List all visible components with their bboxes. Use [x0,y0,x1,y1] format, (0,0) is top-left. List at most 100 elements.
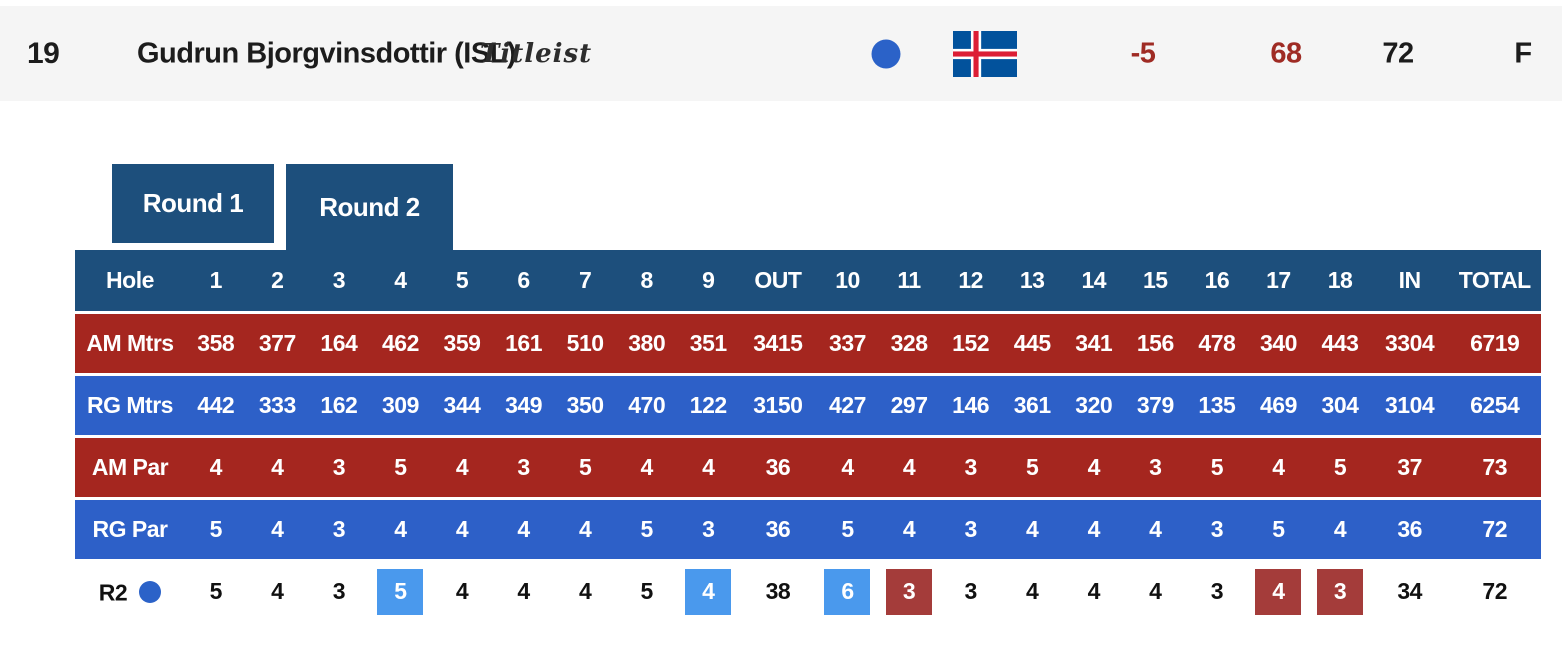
hole-number-header: 10 [835,266,860,293]
hole-number-header: 12 [958,266,983,293]
hole-number-header: IN [1398,266,1421,293]
metric-cell: 36 [1397,515,1422,542]
metric-cell: 4 [271,453,284,480]
metric-cell: 36 [765,453,791,480]
tab-round-1[interactable]: Round 1 [112,164,274,243]
metric-cell: 5 [1026,453,1039,480]
metric-cell: 5 [841,515,854,542]
iceland-flag-icon [953,30,1017,77]
metric-cell: 341 [1075,329,1113,356]
hole-number-header: 9 [702,266,715,293]
score-cell: 4 [677,560,739,622]
score-row-label: R2 [75,560,185,622]
tab-round-2[interactable]: Round 2 [286,164,453,250]
birdie-mark: 3 [886,568,933,615]
thru-status: F [1514,37,1532,69]
metric-cell: 4 [1087,515,1101,542]
metric-cell: 162 [320,391,358,418]
metric-cell: 4 [1272,453,1285,480]
metric-cell: 146 [952,391,990,418]
metric-cell: 377 [258,329,296,356]
metric-cell: 4 [702,453,715,480]
metric-cell: 4 [1149,515,1162,542]
player-name: Gudrun Bjorgvinsdottir (ISL) [137,37,517,69]
metric-cell: 4 [902,453,916,480]
bogey-mark: 5 [377,568,424,615]
metric-cell: 349 [505,391,542,418]
metric-cell: 340 [1259,329,1297,356]
score-cell: 6 [817,560,879,622]
hole-number-header: 17 [1266,266,1291,293]
metric-cell: 5 [394,453,407,480]
metric-cell: 4 [578,515,592,542]
metric-cell: 3104 [1385,391,1435,418]
metric-cell: 4 [271,515,284,542]
round-label: R2 [98,578,128,605]
metric-cell: 337 [829,329,866,356]
hole-number-header: 6 [517,266,530,293]
metric-cell: 358 [197,329,235,356]
metric-cell: 3 [517,453,530,480]
metric-cell: 156 [1136,329,1174,356]
score-cell: 4 [271,578,284,605]
round-score: 68 [1270,37,1302,69]
metric-cell: 161 [505,329,542,356]
score-cell: 5 [209,578,223,605]
scorecard-header-row: Hole 1 2 3 4 5 6 7 8 9 OUT 10 11 12 13 14 15 16 17 18 IN TOTA… [75,250,1541,312]
bogey-mark: 4 [685,568,732,615]
metric-cell: 5 [640,515,654,542]
metric-cell: 4 [455,453,469,480]
metric-cell: 3 [1210,515,1224,542]
metric-cell: 3 [964,515,977,542]
score-cell: 5 [370,560,432,622]
metric-cell: 37 [1397,453,1422,480]
hole-number-header: 18 [1327,266,1353,293]
hole-number-header: 16 [1204,266,1230,293]
score-cell: 3 [332,578,346,605]
scorecard-table: Hole 1 2 3 4 5 6 7 8 9 OUT 10 11 12 13 14 15 16 17 18 IN TOTA… [75,250,1541,622]
score-to-par: -5 [1130,37,1156,69]
player-header-bar: 19 Gudrun Bjorgvinsdottir (ISL) Titleist… [0,6,1562,101]
metric-cell: 442 [197,391,235,418]
score-cell: 5 [640,578,654,605]
metric-cell: 6719 [1470,329,1520,356]
metric-cell: 5 [1210,453,1224,480]
hole-number-header: 11 [897,266,921,293]
ball-dot-icon [871,39,901,68]
row-label: AM Par [91,453,169,480]
score-cell: 72 [1482,578,1508,605]
score-cell: 4 [1248,560,1310,622]
ball-dot-icon [139,581,162,604]
hole-number-header: 3 [332,266,346,293]
row-label: RG Par [92,515,168,542]
metric-cell: 4 [640,453,654,480]
hole-number-header: 7 [578,266,592,293]
round-score-row: R2 5 4 3 5 4 4 4 5 4 38 6 3 3 4 4 4 3 4 3 34 72 [75,560,1541,622]
metric-cell: 462 [381,329,419,356]
metric-cell: 443 [1321,329,1359,356]
birdie-mark: 4 [1255,568,1302,615]
score-cell: 3 [878,560,940,622]
metric-cell: 359 [443,329,481,356]
metric-cell: 4 [902,515,916,542]
scorecard: Hole 1 2 3 4 5 6 7 8 9 OUT 10 11 12 13 14 15 16 17 18 IN TOTA… [75,250,1541,622]
metric-cell: 297 [890,391,928,418]
score-cell: 3 [1210,578,1224,605]
score-cell: 3 [1309,560,1371,622]
metric-row-am-mtrs: AM Mtrs 358 377 164 462 359 161 510 380 351 3415 33… [75,312,1541,374]
metric-row-rg-mtrs: RG Mtrs 442 333 162 309 344 349 350 470 122 3150 42… [75,374,1541,436]
hole-number-header: 5 [455,266,469,293]
score-cell: 3 [964,578,977,605]
metric-cell: 510 [566,329,604,356]
metric-cell: 4 [455,515,469,542]
hole-number-header: 1 [209,266,223,293]
metric-cell: 469 [1259,391,1297,418]
titleist-logo: Titleist [480,38,593,69]
score-cell: 34 [1397,578,1422,605]
metric-cell: 3 [702,515,715,542]
metric-cell: 5 [1333,453,1347,480]
metric-cell: 5 [209,515,223,542]
hole-number-header: 8 [640,266,654,293]
metric-cell: 478 [1198,329,1236,356]
metric-cell: 470 [628,391,666,418]
